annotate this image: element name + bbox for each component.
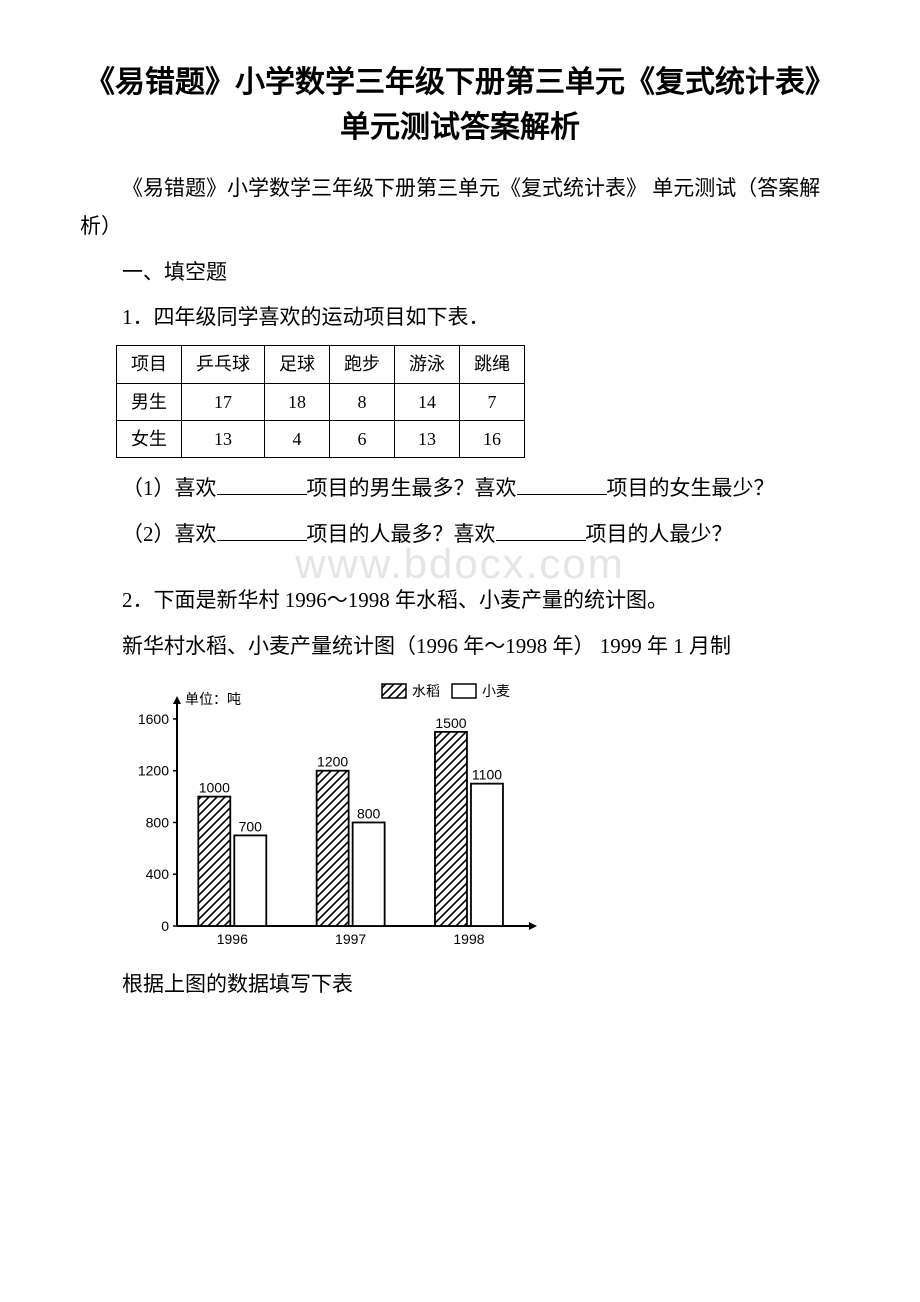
table-cell: 13	[395, 420, 460, 457]
table-cell: 8	[330, 383, 395, 420]
blank-field[interactable]	[217, 474, 307, 495]
table-row: 女生 13 4 6 13 16	[117, 420, 525, 457]
section-heading-1: 一、填空题	[80, 254, 840, 292]
table-cell: 男生	[117, 383, 182, 420]
svg-text:水稻: 水稻	[412, 684, 440, 700]
table-cell: 4	[265, 420, 330, 457]
svg-text:800: 800	[146, 814, 170, 830]
sports-preference-table: 项目 乒乓球 足球 跑步 游泳 跳绳 男生 17 18 8 14 7 女生 13…	[116, 345, 525, 458]
intro-paragraph: 《易错题》小学数学三年级下册第三单元《复式统计表》 单元测试（答案解析）	[80, 170, 840, 246]
blank-field[interactable]	[496, 520, 586, 541]
production-bar-chart: 水稻 小麦单位：吨 0 400 800 1200 1600 1000 700 1996 1200 80…	[122, 676, 840, 956]
q1-sub2-text-b: 项目的人最多？喜欢	[307, 522, 496, 546]
q1-sub1-text-b: 项目的男生最多？喜欢	[307, 476, 517, 500]
table-header-row: 项目 乒乓球 足球 跑步 游泳 跳绳	[117, 346, 525, 383]
q1-sub2-text-a: （2）喜欢	[122, 522, 217, 546]
svg-text:400: 400	[146, 866, 170, 882]
q2-subtitle: 新华村水稻、小麦产量统计图（1996 年～1998 年） 1999 年 1 月制	[80, 628, 840, 666]
table-cell: 16	[460, 420, 525, 457]
blank-field[interactable]	[217, 520, 307, 541]
svg-text:1100: 1100	[472, 766, 502, 782]
table-cell: 足球	[265, 346, 330, 383]
table-row: 男生 17 18 8 14 7	[117, 383, 525, 420]
blank-field[interactable]	[517, 474, 607, 495]
q1-sub1: （1）喜欢 项目的男生最多？喜欢 项目的女生最少？	[80, 470, 840, 508]
table-cell: 乒乓球	[182, 346, 265, 383]
page-title: 《易错题》小学数学三年级下册第三单元《复式统计表》 单元测试答案解析	[80, 60, 840, 150]
svg-text:1200: 1200	[317, 753, 348, 769]
table-cell: 14	[395, 383, 460, 420]
q1-sub1-text-c: 项目的女生最少？	[607, 476, 775, 500]
svg-text:1998: 1998	[453, 931, 484, 947]
q1-sub2: （2）喜欢 项目的人最多？喜欢 项目的人最少？	[80, 516, 840, 554]
q1-sub1-text-a: （1）喜欢	[122, 476, 217, 500]
svg-text:800: 800	[357, 805, 381, 821]
svg-text:单位：吨: 单位：吨	[185, 692, 241, 708]
svg-text:1997: 1997	[335, 931, 366, 947]
table-cell: 跳绳	[460, 346, 525, 383]
svg-text:1996: 1996	[217, 931, 248, 947]
table-cell: 项目	[117, 346, 182, 383]
table-cell: 18	[265, 383, 330, 420]
table-cell: 6	[330, 420, 395, 457]
svg-text:700: 700	[239, 818, 263, 834]
svg-text:1200: 1200	[138, 762, 169, 778]
svg-text:小麦: 小麦	[482, 684, 510, 700]
table-cell: 游泳	[395, 346, 460, 383]
svg-text:0: 0	[161, 918, 169, 934]
q1-intro: 1．四年级同学喜欢的运动项目如下表．	[80, 299, 840, 337]
table-cell: 跑步	[330, 346, 395, 383]
svg-text:1600: 1600	[138, 710, 169, 726]
table-cell: 13	[182, 420, 265, 457]
table-cell: 7	[460, 383, 525, 420]
svg-text:1000: 1000	[199, 779, 230, 795]
table-cell: 17	[182, 383, 265, 420]
table-cell: 女生	[117, 420, 182, 457]
q2-after-chart: 根据上图的数据填写下表	[80, 966, 840, 1004]
chart-svg: 水稻 小麦单位：吨 0 400 800 1200 1600 1000 700 1996 1200 80…	[122, 676, 542, 956]
q2-intro: 2．下面是新华村 1996～1998 年水稻、小麦产量的统计图。	[80, 582, 840, 620]
q1-sub2-text-c: 项目的人最少？	[586, 522, 733, 546]
svg-text:1500: 1500	[435, 714, 466, 730]
